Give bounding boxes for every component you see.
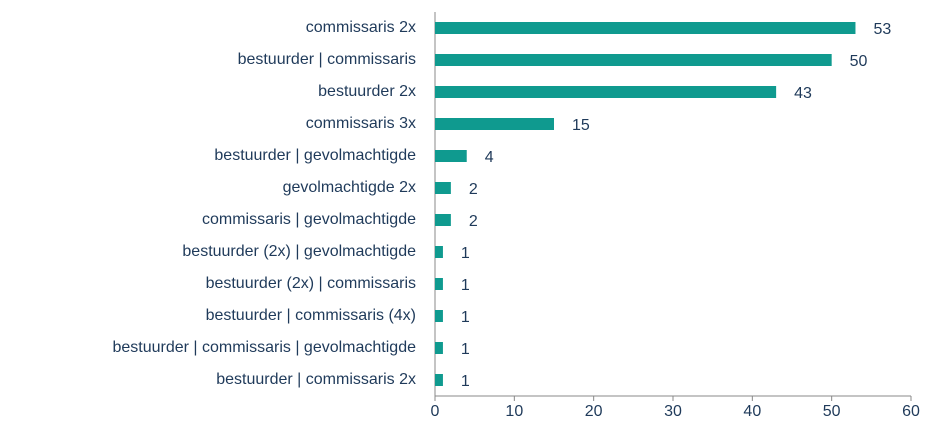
value-label: 2 <box>469 181 478 198</box>
bar <box>435 118 554 130</box>
bar <box>435 86 777 98</box>
bar <box>435 278 443 290</box>
value-label: 1 <box>461 245 470 262</box>
value-label: 43 <box>794 85 812 102</box>
bar <box>435 310 443 322</box>
bar <box>435 214 451 226</box>
bar <box>435 22 856 34</box>
y-tick-label: bestuurder | commissaris 2x <box>216 371 416 388</box>
x-tick-label: 50 <box>823 403 841 420</box>
value-label: 1 <box>461 373 470 390</box>
bar <box>435 374 443 386</box>
value-label: 2 <box>469 213 478 230</box>
x-tick-label: 20 <box>585 403 603 420</box>
bar <box>435 150 467 162</box>
x-tick-label: 40 <box>743 403 761 420</box>
y-tick-label: bestuurder | commissaris | gevolmachtigd… <box>112 339 416 356</box>
x-tick-label: 10 <box>505 403 523 420</box>
y-tick-label: commissaris 2x <box>306 19 416 36</box>
y-tick-label: bestuurder | commissaris (4x) <box>206 307 416 324</box>
x-tick-label: 0 <box>431 403 440 420</box>
y-tick-label: bestuurder | gevolmachtigde <box>214 147 416 164</box>
value-label: 15 <box>572 117 590 134</box>
y-tick-label: bestuurder (2x) | commissaris <box>206 275 416 292</box>
y-tick-label: gevolmachtigde 2x <box>283 179 416 196</box>
x-tick-label: 60 <box>902 403 920 420</box>
value-label: 1 <box>461 309 470 326</box>
value-label: 1 <box>461 277 470 294</box>
y-tick-label: bestuurder (2x) | gevolmachtigde <box>182 243 416 260</box>
x-tick-label: 30 <box>664 403 682 420</box>
value-label: 1 <box>461 341 470 358</box>
y-tick-label: bestuurder 2x <box>318 83 416 100</box>
value-label: 53 <box>873 21 891 38</box>
bar <box>435 342 443 354</box>
value-label: 4 <box>485 149 494 166</box>
y-tick-label: commissaris 3x <box>306 115 416 132</box>
bar <box>435 54 832 66</box>
bar <box>435 246 443 258</box>
y-tick-label: bestuurder | commissaris <box>238 51 416 68</box>
value-label: 50 <box>850 53 868 70</box>
bar <box>435 182 451 194</box>
y-tick-label: commissaris | gevolmachtigde <box>202 211 416 228</box>
